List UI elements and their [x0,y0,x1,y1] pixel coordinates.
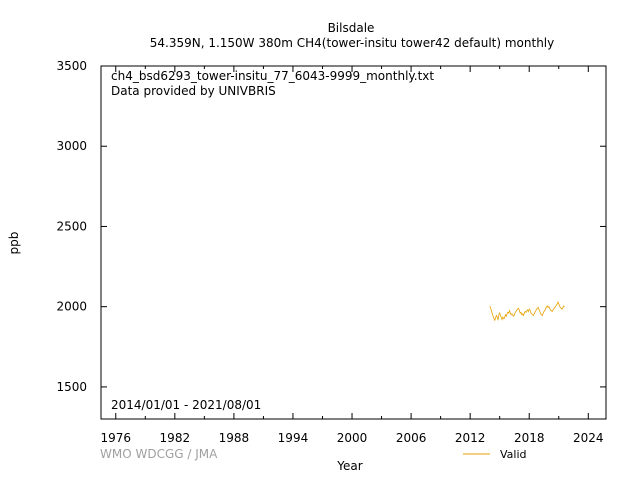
y-tick-label: 1500 [56,380,87,394]
x-tick-label: 1988 [219,431,250,445]
plot-area: 1500 2000 2500 3000 3500 1976 1982 1988 1994 2000… [56,59,607,445]
series-line-valid [489,300,565,322]
x-tick-label: 2006 [396,431,427,445]
x-tick-label: 1982 [160,431,191,445]
x-tick-label: 1976 [100,431,131,445]
legend-label: Valid [500,448,527,461]
plot-frame [100,65,607,420]
y-tick-label: 2500 [56,219,87,233]
date-range-label: 2014/01/01 - 2021/08/01 [111,398,261,412]
watermark: WMO WDCGG / JMA [100,447,218,461]
x-axis-label: Year [336,459,362,473]
y-axis-label: ppb [7,232,21,255]
x-tick-label: 2012 [455,431,486,445]
chart-subtitle: 54.359N, 1.150W 380m CH4(tower-insitu to… [150,36,555,50]
x-tick-label: 2018 [514,431,545,445]
x-tick-label: 1994 [278,431,309,445]
y-tick-label: 3500 [56,59,87,73]
x-tick-label: 2024 [573,431,604,445]
x-tick-label: 2000 [337,431,368,445]
y-tick-label: 2000 [56,300,87,314]
file-label: ch4_bsd6293_tower-insitu_77_6043-9999_mo… [111,69,434,83]
provider-label: Data provided by UNIVBRIS [111,84,276,98]
y-tick-label: 3000 [56,139,87,153]
chart-title: Bilsdale [328,21,375,35]
